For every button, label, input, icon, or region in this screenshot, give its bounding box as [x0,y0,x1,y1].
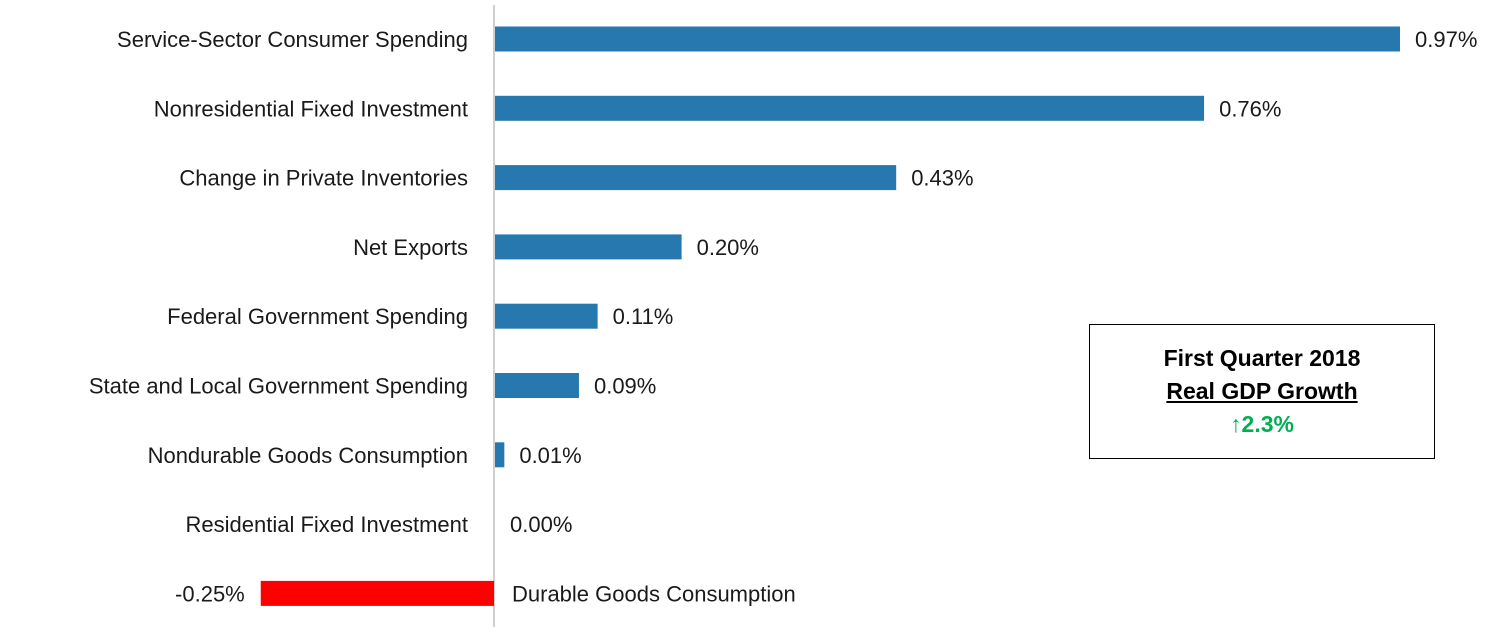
up-arrow-icon: ↑ [1230,411,1242,437]
value-label: 0.97% [1415,27,1477,52]
category-label: Change in Private Inventories [179,166,468,191]
bar [260,580,494,606]
category-label: Federal Government Spending [167,304,468,329]
summary-title: First Quarter 2018 [1163,345,1361,371]
value-label: 0.11% [613,304,674,329]
category-label: Nondurable Goods Consumption [148,443,468,468]
value-label: 0.20% [697,235,759,260]
value-label: -0.25% [175,581,245,606]
bar [495,95,1205,121]
bar [495,26,1401,52]
value-label: 0.01% [519,443,581,468]
growth-value: 2.3% [1241,411,1294,437]
gdp-summary-box: First Quarter 2018 Real GDP Growth ↑2.3% [1089,324,1435,459]
category-label: Nonresidential Fixed Investment [154,96,468,121]
category-label: Service-Sector Consumer Spending [117,27,468,52]
value-label: 0.43% [911,166,973,191]
value-label: 0.09% [594,374,656,399]
value-label: 0.00% [510,512,572,537]
value-label: 0.76% [1219,96,1281,121]
bar [495,303,598,329]
category-label: Residential Fixed Investment [186,512,468,537]
summary-growth-value: ↑2.3% [1230,408,1294,441]
bar [495,373,579,398]
bar [495,234,682,260]
category-label: State and Local Government Spending [89,374,468,399]
bar [495,442,505,468]
category-label: Durable Goods Consumption [512,581,796,606]
category-label: Net Exports [353,235,468,260]
summary-subtitle: Real GDP Growth [1166,378,1358,404]
bar [495,165,897,191]
